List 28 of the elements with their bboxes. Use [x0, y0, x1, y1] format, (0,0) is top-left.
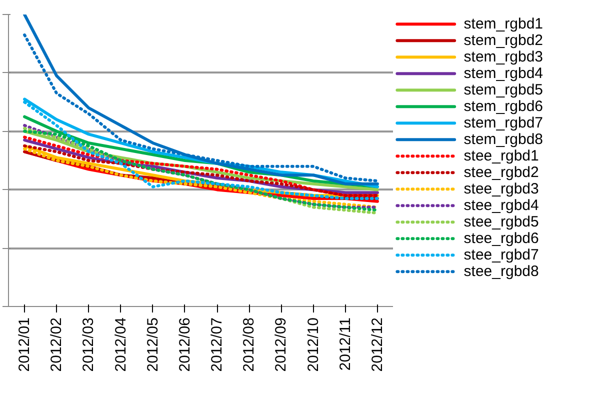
legend-label: stem_rgbd4 [464, 65, 544, 82]
legend-label: stem_rgbd2 [464, 32, 544, 50]
x-tick-label: 2012/05 [144, 317, 162, 372]
legend-label: stem_rgbd8 [464, 131, 544, 148]
legend-label: stee_rgbd4 [464, 197, 539, 214]
x-tick-label: 2012/08 [240, 317, 258, 372]
x-tick-label: 2012/07 [208, 317, 226, 372]
legend-label: stee_rgbd8 [464, 263, 539, 280]
x-tick-label: 2012/10 [304, 317, 322, 372]
legend-label: stee_rgbd3 [464, 180, 539, 198]
legend-label: stem_rgbd1 [464, 16, 544, 33]
x-tick-label: 2012/09 [272, 317, 290, 372]
x-tick-label: 2012/02 [48, 317, 66, 372]
legend-label: stem_rgbd3 [464, 48, 544, 66]
legend-label: stee_rgbd5 [464, 214, 539, 231]
x-tick-label: 2012/11 [336, 318, 354, 371]
x-tick-label: 2012/03 [80, 317, 98, 372]
x-tick-label: 2012/04 [112, 317, 130, 372]
x-tick-label: 2012/06 [176, 317, 194, 372]
x-tick-label: 2012/12 [368, 317, 386, 372]
legend-label: stee_rgbd7 [464, 246, 539, 264]
legend-label: stee_rgbd2 [464, 164, 539, 182]
x-tick-label: 2012/01 [16, 317, 34, 372]
legend-label: stem_rgbd7 [464, 114, 544, 132]
legend-label: stem_rgbd5 [464, 82, 544, 99]
legend-label: stee_rgbd6 [464, 230, 539, 248]
legend-label: stem_rgbd6 [464, 98, 544, 116]
legend-label: stee_rgbd1 [464, 148, 539, 165]
